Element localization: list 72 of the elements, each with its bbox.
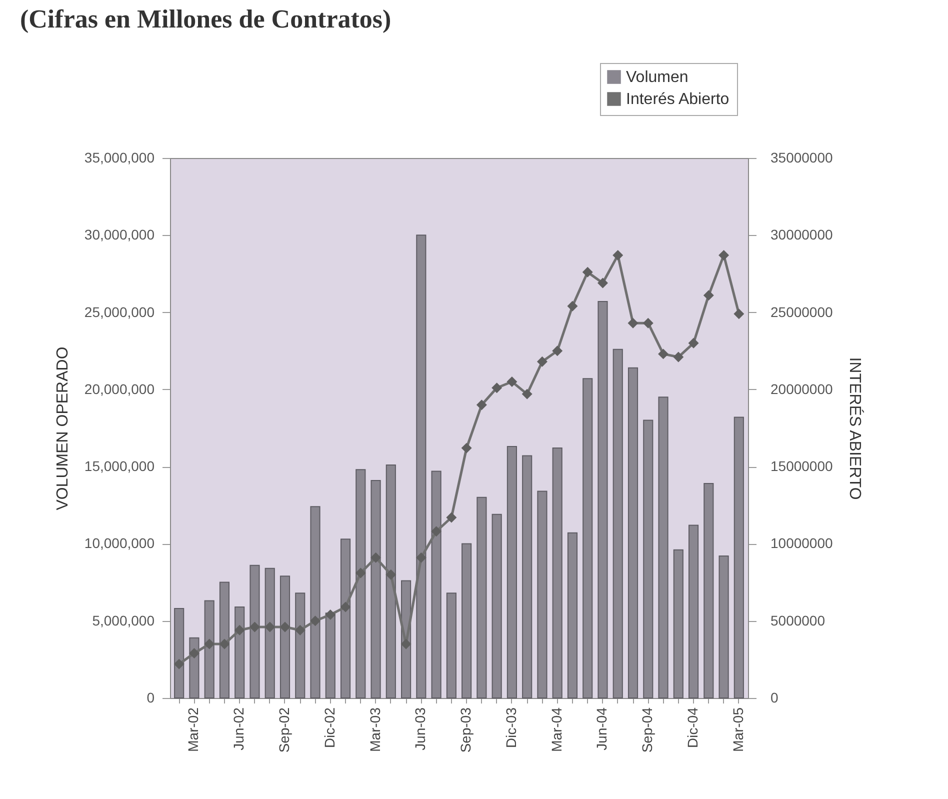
point	[446, 512, 457, 523]
point	[325, 609, 336, 620]
point	[658, 348, 669, 360]
point	[294, 624, 306, 636]
point	[431, 526, 442, 537]
point	[204, 638, 215, 650]
point	[370, 552, 382, 563]
y2-tick-label: 20000000	[770, 380, 834, 397]
point	[718, 250, 730, 260]
point	[506, 376, 518, 387]
legend-label: Interés Abierto	[626, 91, 730, 108]
y2-tick-label: 0	[770, 690, 778, 706]
point	[703, 290, 714, 301]
point	[234, 624, 245, 636]
point	[416, 552, 426, 563]
point	[476, 400, 487, 410]
point	[461, 442, 472, 454]
point	[673, 352, 684, 362]
point	[174, 658, 184, 670]
point	[400, 638, 412, 650]
point	[567, 300, 578, 312]
x-tick-label: Jun-04	[594, 707, 610, 750]
point	[249, 622, 260, 632]
y2-axis-title: INTERÉS ABIERTO	[846, 357, 864, 500]
x-tick-label: Jun-03	[412, 707, 428, 750]
x-tick-label: Mar-03	[366, 707, 383, 752]
y-tick-label: 0	[146, 690, 155, 706]
point	[280, 622, 290, 632]
x-tick-label: Mar-02	[185, 707, 202, 752]
point	[522, 388, 532, 400]
y-tick-label: 10,000,000	[84, 535, 155, 552]
point	[219, 638, 230, 650]
point	[536, 356, 548, 367]
point	[552, 346, 563, 356]
y2-tick-label: 10000000	[770, 535, 834, 552]
y-tick-label: 30,000,000	[84, 226, 155, 243]
point	[355, 568, 366, 578]
point	[688, 338, 699, 348]
point	[628, 318, 638, 328]
point	[264, 622, 276, 632]
point	[734, 308, 744, 320]
y-tick-label: 5,000,000	[92, 612, 155, 628]
y2-tick-label: 30000000	[770, 226, 834, 243]
y-tick-label: 20,000,000	[84, 380, 155, 397]
x-tick-label: Sep-02	[276, 707, 292, 753]
point	[310, 616, 320, 626]
chart-title: (Cifras en Millones de Contratos)	[20, 4, 392, 34]
x-tick-label: Sep-04	[639, 707, 656, 753]
x-tick-label: Mar-04	[548, 707, 564, 752]
y2-tick-label: 15000000	[770, 458, 834, 474]
point	[642, 318, 654, 328]
x-tick-label: Dic-02	[321, 707, 338, 748]
y-tick-label: 15,000,000	[84, 458, 155, 474]
point	[492, 382, 502, 394]
point	[188, 648, 200, 658]
y2-tick-label: 25000000	[770, 304, 834, 320]
point	[386, 569, 396, 580]
point	[340, 602, 351, 612]
point	[582, 266, 593, 278]
y-tick-label: 35,000,000	[84, 150, 155, 166]
x-tick-label: Jun-02	[230, 707, 247, 750]
y-tick-label: 25,000,000	[84, 304, 155, 320]
x-tick-label: Dic-03	[502, 707, 519, 748]
y2-tick-label: 35000000	[770, 150, 834, 166]
x-tick-label: Dic-04	[684, 707, 701, 748]
point	[612, 250, 624, 260]
x-tick-label: Sep-03	[458, 707, 474, 753]
x-tick-label: Mar-05	[730, 707, 746, 752]
legend-label: Volumen	[626, 69, 688, 86]
point	[598, 278, 608, 288]
y-axis-title: VOLUMEN OPERADO	[54, 346, 72, 510]
y2-tick-label: 5000000	[770, 612, 826, 628]
